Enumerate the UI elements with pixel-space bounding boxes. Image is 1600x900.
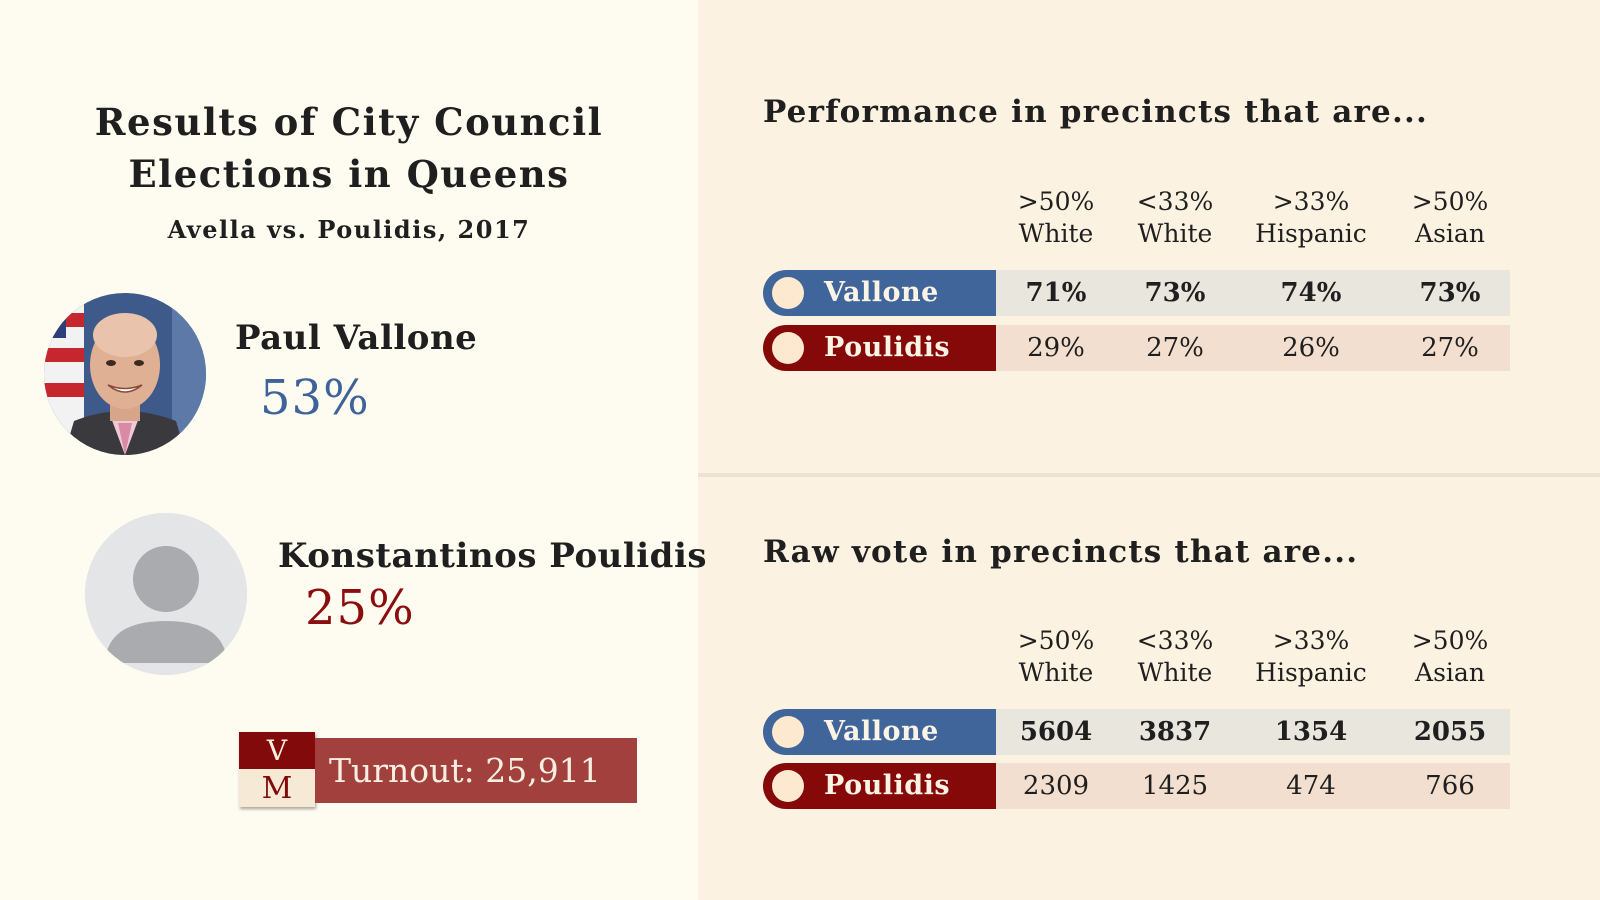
table-cell: 1425 (1141, 771, 1209, 801)
table-row (995, 325, 1510, 371)
col-header-threshold: >50% (1411, 187, 1489, 216)
table-cell: 766 (1425, 771, 1475, 801)
logo-bottom-letter: M (239, 769, 315, 807)
col-header-group: Asian (1415, 219, 1485, 248)
raw-vote-table-title: Raw vote in precincts that are... (763, 534, 1359, 570)
col-header-threshold: <33% (1136, 626, 1214, 655)
row-label-vallone: Vallone (763, 709, 996, 755)
col-header-group: White (1018, 219, 1094, 248)
col-header-threshold: <33% (1136, 187, 1214, 216)
row-label-text: Poulidis (824, 332, 951, 363)
performance-col-header-white-minority: <33% White (1105, 186, 1245, 250)
table-cell: 27% (1146, 333, 1204, 363)
row-label-poulidis: Poulidis (763, 325, 996, 371)
table-row (995, 763, 1510, 809)
table-cell: 73% (1419, 278, 1481, 308)
performance-col-header-hispanic: >33% Hispanic (1241, 186, 1381, 250)
col-header-threshold: >33% (1272, 626, 1350, 655)
row-label-vallone: Vallone (763, 270, 996, 316)
row-label-text: Vallone (824, 716, 939, 747)
user-placeholder-icon (85, 513, 247, 675)
col-header-group: White (1018, 658, 1094, 687)
vallone-photo (44, 293, 206, 455)
col-header-group: Asian (1415, 658, 1485, 687)
table-cell: 2055 (1413, 717, 1487, 747)
circle-icon (772, 332, 804, 364)
table-row (995, 270, 1510, 316)
candidate-percent-poulidis: 25% (305, 580, 415, 636)
circle-icon (772, 770, 804, 802)
circle-icon (772, 716, 804, 748)
table-cell: 3837 (1138, 717, 1212, 747)
page-title-line1: Results of City Council (94, 100, 604, 144)
candidate-name-vallone: Paul Vallone (235, 318, 478, 358)
col-header-threshold: >50% (1017, 187, 1095, 216)
col-header-group: White (1137, 219, 1213, 248)
raw-vote-col-header-hispanic: >33% Hispanic (1241, 625, 1381, 689)
col-header-threshold: >50% (1411, 626, 1489, 655)
table-cell: 29% (1027, 333, 1085, 363)
turnout-banner: Turnout: 25,911 (315, 738, 637, 803)
performance-col-header-white-majority: >50% White (986, 186, 1126, 250)
table-cell: 71% (1025, 278, 1087, 308)
vallone-portrait-image (44, 293, 206, 455)
row-label-text: Vallone (824, 277, 939, 308)
poulidis-avatar (85, 513, 247, 675)
performance-col-header-asian: >50% Asian (1380, 186, 1520, 250)
circle-icon (772, 277, 804, 309)
table-cell: 27% (1421, 333, 1479, 363)
row-label-text: Poulidis (824, 770, 951, 801)
table-cell: 474 (1286, 771, 1336, 801)
table-cell: 1354 (1274, 717, 1348, 747)
candidate-percent-vallone: 53% (260, 370, 370, 426)
table-cell: 26% (1282, 333, 1340, 363)
table-cell: 73% (1144, 278, 1206, 308)
table-cell: 5604 (1019, 717, 1093, 747)
page-title-line2: Elections in Queens (128, 152, 570, 196)
col-header-threshold: >50% (1017, 626, 1095, 655)
table-cell: 74% (1280, 278, 1342, 308)
performance-table-title: Performance in precincts that are... (763, 94, 1428, 130)
table-row (995, 709, 1510, 755)
section-divider (698, 473, 1600, 477)
col-header-group: Hispanic (1255, 658, 1367, 687)
candidate-name-poulidis: Konstantinos Poulidis (278, 536, 708, 576)
row-label-poulidis: Poulidis (763, 763, 996, 809)
table-cell: 2309 (1022, 771, 1090, 801)
col-header-group: Hispanic (1255, 219, 1367, 248)
raw-vote-col-header-white-minority: <33% White (1105, 625, 1245, 689)
logo-top-letter: V (239, 732, 315, 769)
vm-logo: V M (239, 732, 315, 807)
raw-vote-col-header-asian: >50% Asian (1380, 625, 1520, 689)
page-subtitle: Avella vs. Poulidis, 2017 (167, 215, 531, 244)
raw-vote-col-header-white-majority: >50% White (986, 625, 1126, 689)
page-title: Results of City Council Elections in Que… (0, 96, 698, 200)
col-header-threshold: >33% (1272, 187, 1350, 216)
col-header-group: White (1137, 658, 1213, 687)
